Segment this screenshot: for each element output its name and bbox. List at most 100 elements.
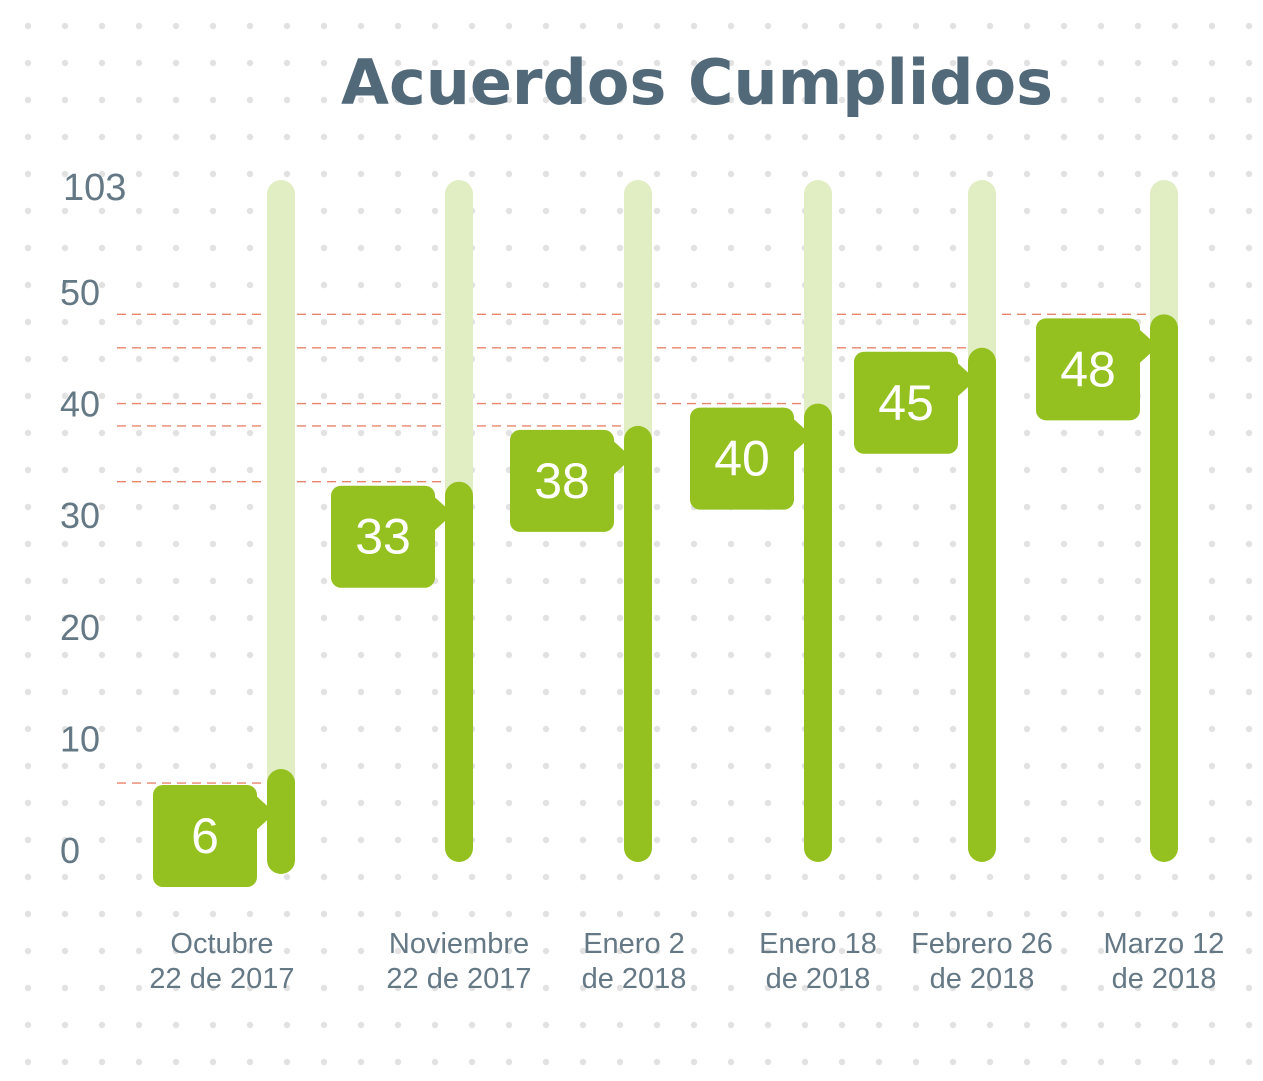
background-dot [801, 170, 809, 178]
background-dot [394, 466, 402, 474]
background-dot [431, 947, 439, 955]
background-dot [690, 799, 698, 807]
background-dot [61, 244, 69, 252]
background-dot [505, 96, 513, 104]
background-dot [61, 577, 69, 585]
background-dot [61, 392, 69, 400]
background-dot [838, 540, 846, 548]
background-dot [505, 170, 513, 178]
background-dot [764, 540, 772, 548]
background-dot [1208, 392, 1216, 400]
background-dot [616, 244, 624, 252]
background-dot [838, 355, 846, 363]
background-dot [727, 318, 735, 326]
background-dot [1134, 133, 1142, 141]
background-dot [1134, 577, 1142, 585]
background-dot [24, 207, 32, 215]
background-dot [1208, 614, 1216, 622]
background-dot [24, 429, 32, 437]
background-dot [542, 1021, 550, 1029]
background-dot [172, 614, 180, 622]
background-dot [24, 984, 32, 992]
background-dot [505, 59, 513, 67]
background-dot [1134, 910, 1142, 918]
background-dot [727, 984, 735, 992]
background-dot [579, 873, 587, 881]
background-dot [764, 170, 772, 178]
background-dot [24, 133, 32, 141]
background-dot [98, 392, 106, 400]
background-dot [1208, 577, 1216, 585]
background-dot [357, 799, 365, 807]
background-dot [431, 22, 439, 30]
background-dot [875, 59, 883, 67]
background-dot [24, 725, 32, 733]
background-dot [320, 873, 328, 881]
background-dot [320, 947, 328, 955]
background-dot [24, 392, 32, 400]
background-dot [1208, 799, 1216, 807]
background-dot [1060, 133, 1068, 141]
background-dot [135, 466, 143, 474]
background-dot [616, 1021, 624, 1029]
background-dot [468, 96, 476, 104]
background-dot [764, 651, 772, 659]
background-dot [246, 59, 254, 67]
background-dot [912, 577, 920, 585]
background-dot [542, 133, 550, 141]
background-dot [505, 614, 513, 622]
background-dot [1245, 725, 1253, 733]
background-dot [1245, 1058, 1253, 1066]
background-dot [838, 170, 846, 178]
background-dot [394, 1058, 402, 1066]
background-dot [542, 614, 550, 622]
value-label-box [690, 407, 794, 510]
background-dot [579, 725, 587, 733]
background-dot [61, 22, 69, 30]
background-dot [61, 947, 69, 955]
background-dot [801, 133, 809, 141]
background-dot [357, 96, 365, 104]
background-dot [1245, 873, 1253, 881]
bar [445, 481, 473, 862]
background-dot [949, 540, 957, 548]
background-dot [579, 540, 587, 548]
category-label: de 2018 [1112, 963, 1217, 995]
background-dot [1208, 318, 1216, 326]
background-dot [616, 429, 624, 437]
background-dot [394, 762, 402, 770]
background-dot [579, 170, 587, 178]
background-dot [616, 355, 624, 363]
background-dot [505, 873, 513, 881]
background-dot [1171, 947, 1179, 955]
category-label: 22 de 2017 [149, 963, 294, 995]
background-dot [135, 651, 143, 659]
background-dot [1097, 762, 1105, 770]
background-dot [690, 392, 698, 400]
background-dot [690, 873, 698, 881]
background-dot [690, 947, 698, 955]
background-dot [912, 725, 920, 733]
background-dot [949, 133, 957, 141]
background-dot [653, 207, 661, 215]
background-dot [1171, 910, 1179, 918]
background-dot [875, 910, 883, 918]
background-dot [542, 688, 550, 696]
background-dot [1208, 873, 1216, 881]
background-dot [431, 614, 439, 622]
background-dot [690, 1021, 698, 1029]
background-dot [135, 762, 143, 770]
background-dot [98, 170, 106, 178]
background-dot [172, 133, 180, 141]
background-dot [1208, 429, 1216, 437]
background-dot [764, 22, 772, 30]
background-dot [24, 910, 32, 918]
background-dot [431, 96, 439, 104]
background-dot [1208, 984, 1216, 992]
background-dot [135, 22, 143, 30]
background-dot [579, 762, 587, 770]
background-dot [875, 1021, 883, 1029]
background-dot [1171, 1058, 1179, 1066]
background-dot [764, 133, 772, 141]
background-dot [838, 22, 846, 30]
